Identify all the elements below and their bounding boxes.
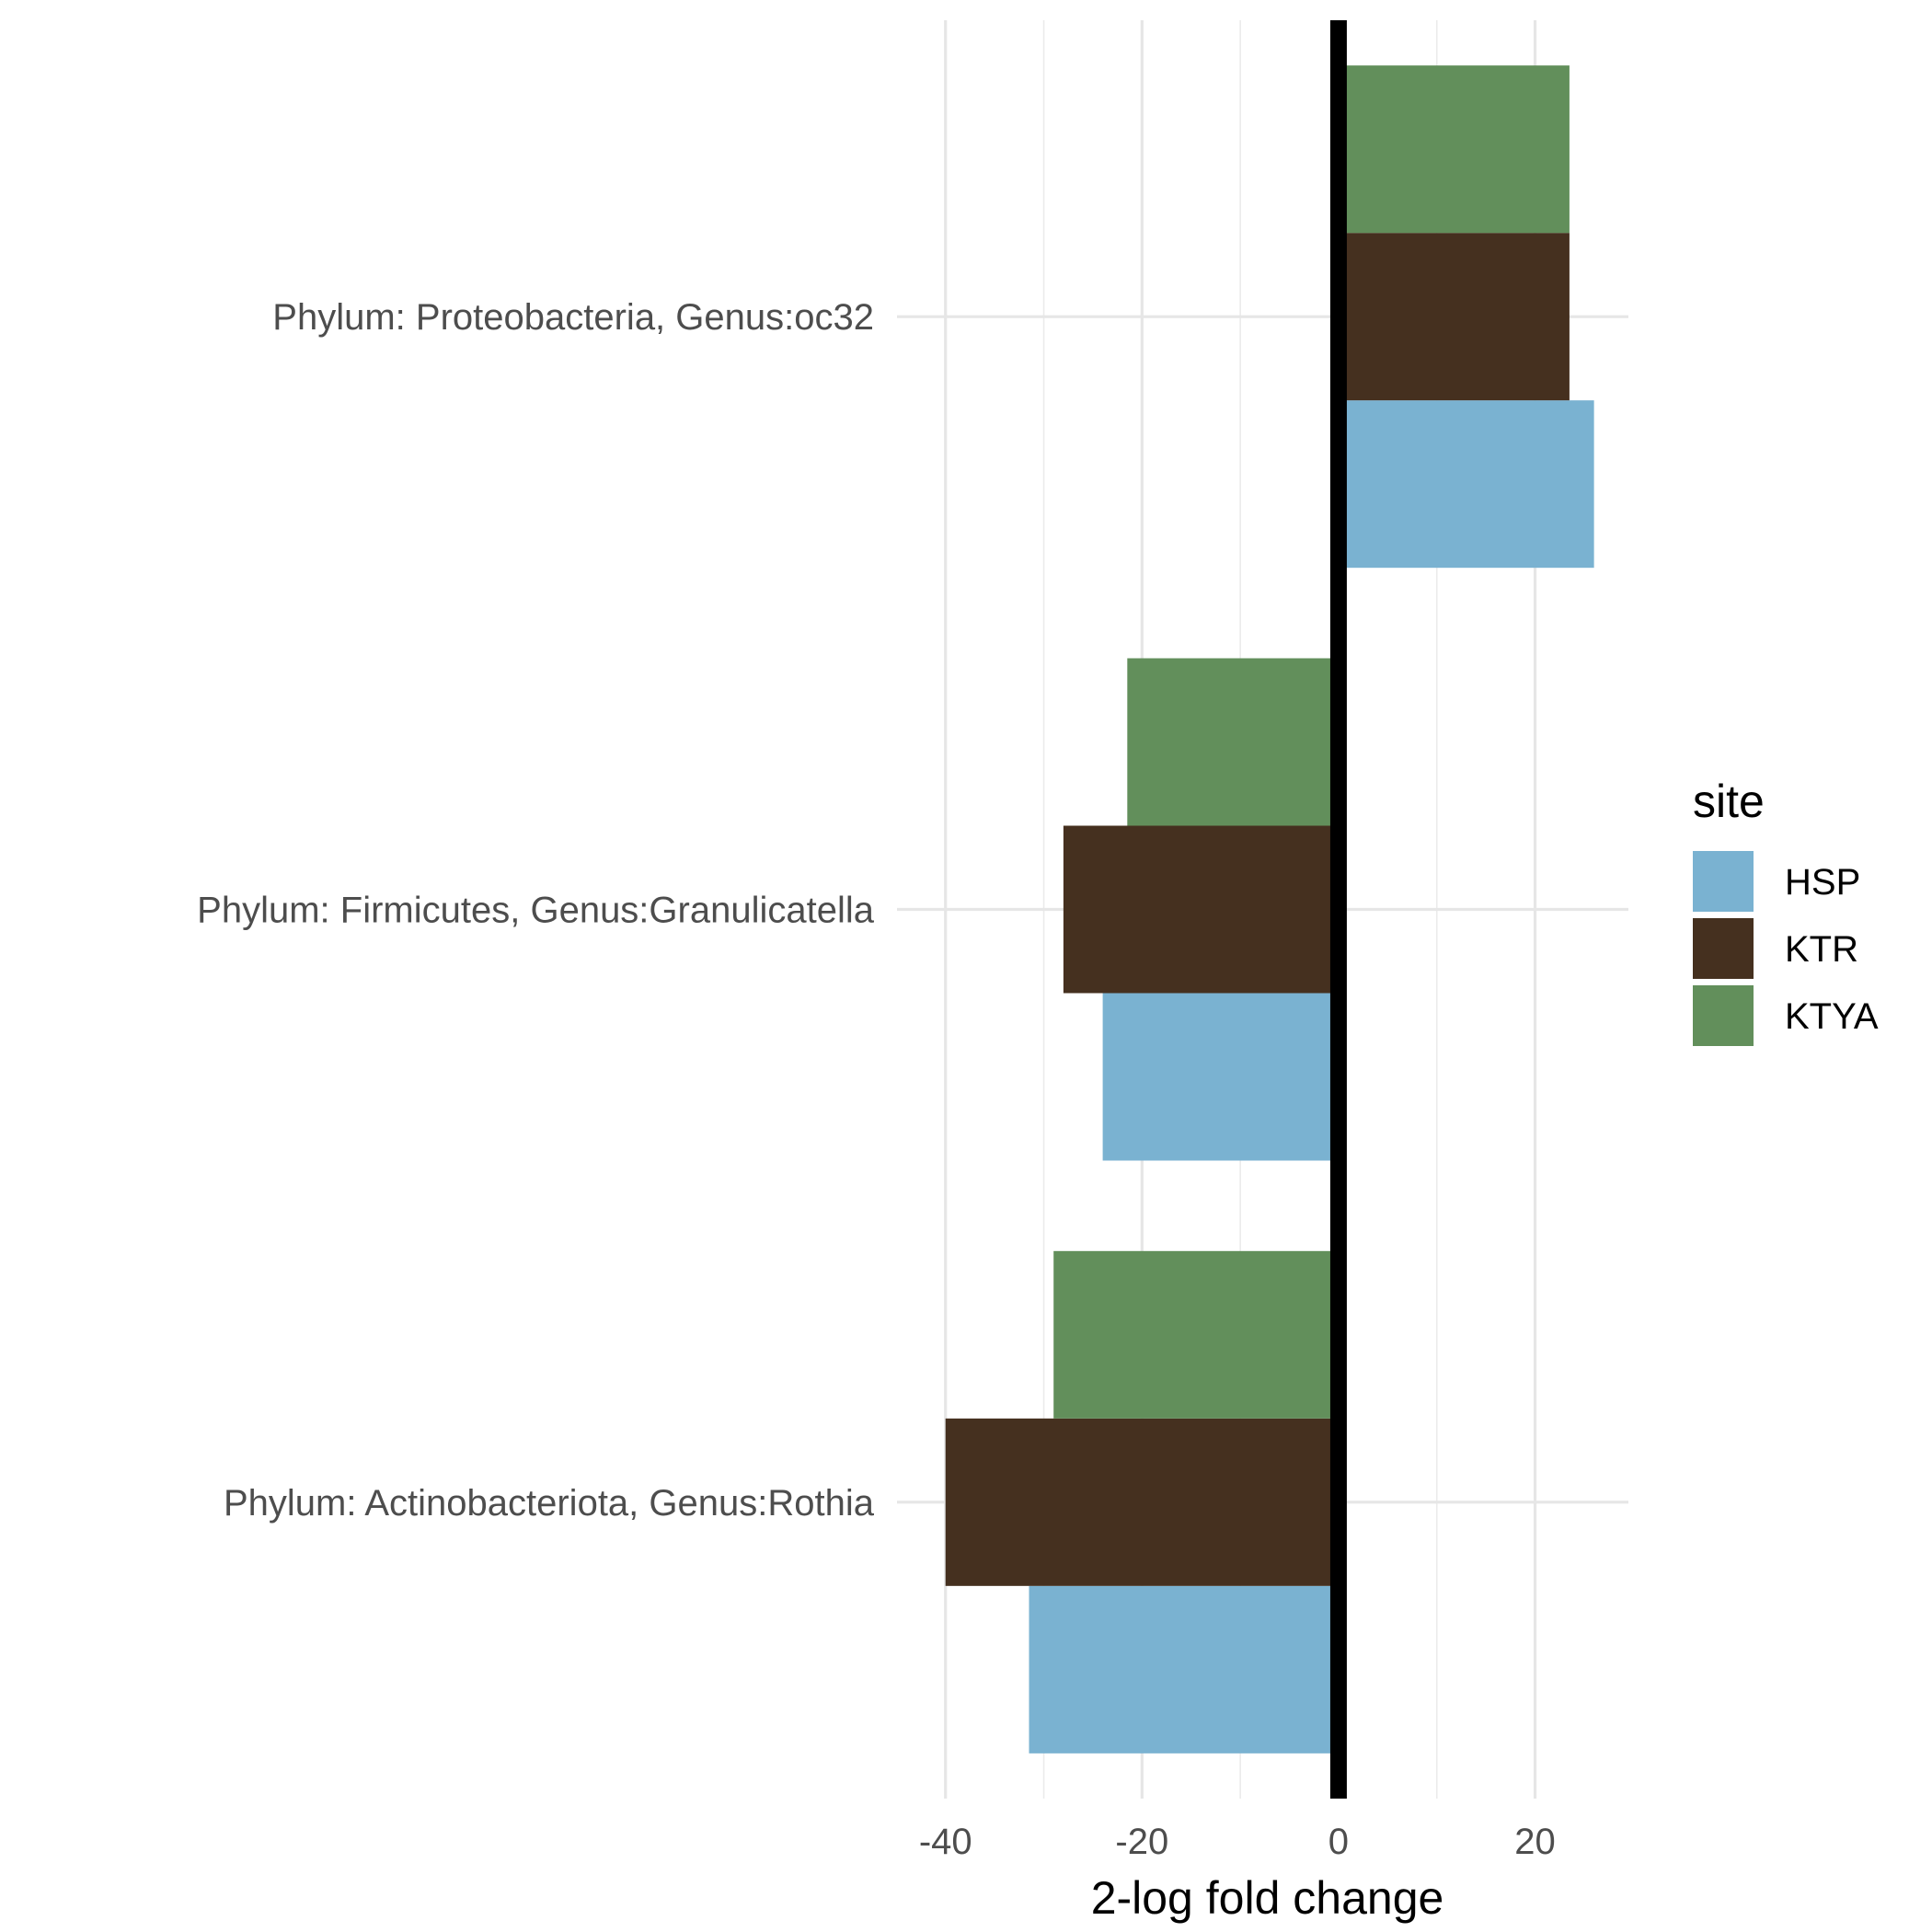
bar-hsp-3 [1029,1585,1339,1754]
legend-key-ktya [1693,985,1754,1046]
legend-label-ktya: KTYA [1785,996,1879,1037]
category-label: Phylum: Firmicutes, Genus:Granulicatella [197,891,875,931]
bar-ktya-2 [1127,658,1339,826]
category-label: Phylum: Actinobacteriota, Genus:Rothia [224,1483,875,1524]
legend-label-hsp: HSP [1785,862,1860,903]
bar-hsp-1 [1338,400,1594,569]
x-tick-label: -20 [1115,1822,1168,1862]
bar-ktya-1 [1338,65,1570,234]
legend-key-ktr [1693,918,1754,979]
legend-items: HSP KTR KTYA [1693,851,1879,1046]
legend: site HSP KTR KTYA [1693,776,1879,1046]
legend-key-hsp [1693,851,1754,912]
bar-ktr-2 [1063,825,1339,994]
labels-layer: -40 -20 0 20 Phylum: Proteobacteria, Genus:o… [197,297,1556,1862]
bar-ktr-1 [1338,233,1570,401]
bar-hsp-2 [1102,993,1339,1161]
category-label: Phylum: Proteobacteria, Genus:oc32 [272,297,874,338]
bars-layer [945,65,1594,1754]
x-axis-title: 2-log fold change [1091,1872,1444,1924]
legend-title: site [1693,776,1765,827]
x-tick-label: 20 [1514,1822,1556,1862]
legend-label-ktr: KTR [1785,929,1858,970]
bar-ktya-3 [1053,1250,1339,1419]
x-tick-label: -40 [919,1822,972,1862]
bar-ktr-3 [945,1418,1339,1586]
x-tick-label: 0 [1328,1822,1349,1862]
